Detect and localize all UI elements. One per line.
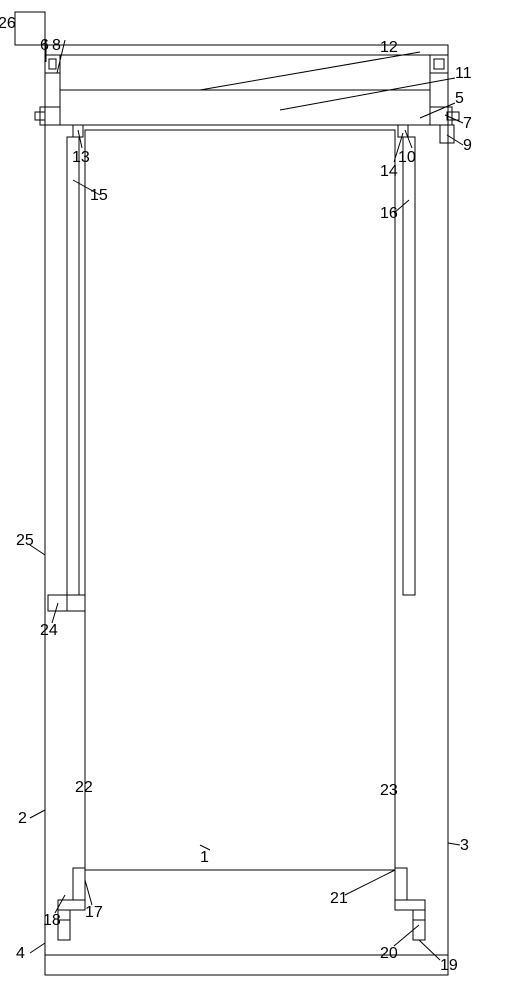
callout-label: 3 bbox=[460, 837, 469, 854]
callout-label: 6 bbox=[40, 37, 49, 54]
left-spacer bbox=[67, 595, 85, 611]
right-long-bar bbox=[403, 137, 415, 595]
callout-label: 2 bbox=[18, 810, 27, 827]
callout-label: 15 bbox=[90, 187, 108, 204]
callout-label: 17 bbox=[85, 904, 103, 921]
callout-label: 13 bbox=[72, 149, 90, 166]
callout-label: 4 bbox=[16, 945, 25, 962]
callout-label: 25 bbox=[16, 532, 34, 549]
right-top-tab bbox=[430, 55, 448, 73]
callout-label: 21 bbox=[330, 890, 348, 907]
right-bottom-foot bbox=[440, 125, 454, 143]
callout-label: 7 bbox=[463, 115, 472, 132]
left-long-bar bbox=[67, 137, 79, 595]
bottom-left-elbow bbox=[58, 868, 85, 920]
technical-diagram: 2668121157910131415162524222321321171820… bbox=[0, 0, 514, 1000]
inner-rect bbox=[85, 130, 395, 870]
callout-label: 9 bbox=[463, 137, 472, 154]
callout-label: 16 bbox=[380, 205, 398, 222]
callout-label: 20 bbox=[380, 945, 398, 962]
callout-label: 26 bbox=[0, 15, 16, 32]
callout-label: 22 bbox=[75, 779, 93, 796]
callout-label: 14 bbox=[380, 163, 398, 180]
callout-label: 19 bbox=[440, 957, 458, 974]
left-bottom-tab bbox=[35, 107, 60, 125]
callout-label: 8 bbox=[52, 37, 61, 54]
callouts: 2668121157910131415162524222321321171820… bbox=[0, 15, 472, 974]
callout-label: 5 bbox=[455, 90, 464, 107]
callout-label: 23 bbox=[380, 782, 398, 799]
callout-label: 18 bbox=[43, 912, 61, 929]
callout-label: 11 bbox=[455, 65, 472, 82]
right-bottom-tab bbox=[430, 107, 459, 125]
callout-label: 12 bbox=[380, 39, 398, 56]
callout-label: 1 bbox=[200, 849, 209, 866]
callout-label: 10 bbox=[398, 149, 416, 166]
bottom-right-elbow bbox=[395, 868, 425, 920]
outer-frame bbox=[45, 45, 448, 955]
bottom-right-foot bbox=[413, 920, 425, 940]
callout-label: 24 bbox=[40, 622, 58, 639]
